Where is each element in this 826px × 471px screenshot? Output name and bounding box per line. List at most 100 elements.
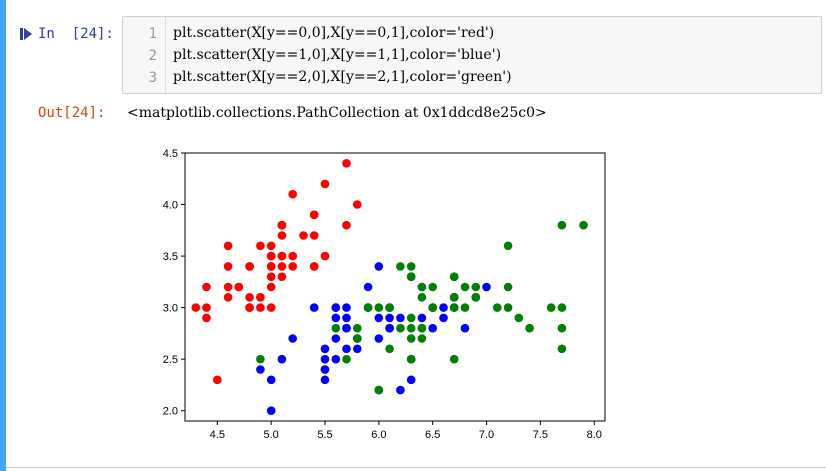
scatter-point (245, 303, 254, 312)
scatter-point (288, 189, 297, 199)
series-blue (256, 262, 491, 416)
x-tick-label: 5.5 (317, 429, 332, 441)
x-tick-label: 4.5 (210, 429, 225, 441)
y-tick-label: 3.0 (163, 303, 178, 315)
scatter-point (428, 303, 438, 312)
scatter-point (320, 365, 330, 374)
cell-divider (6, 467, 826, 468)
plot-frame (184, 152, 606, 422)
scatter-point (342, 159, 351, 168)
scatter-point (277, 354, 287, 364)
scatter-point (245, 262, 254, 271)
x-tick-label: 7.5 (533, 429, 548, 441)
scatter-point (385, 344, 394, 354)
scatter-point (482, 282, 491, 292)
scatter-point (396, 262, 405, 271)
scatter-point (439, 303, 448, 312)
scatter-point (406, 262, 416, 271)
scatter-point (266, 241, 276, 251)
code-line[interactable]: plt.scatter(X[y==0,0],X[y==0,1],color='r… (173, 25, 495, 41)
scatter-point (331, 323, 341, 333)
scatter-point (202, 282, 211, 292)
scatter-point (353, 344, 362, 354)
scatter-point (385, 313, 394, 323)
scatter-point (256, 293, 265, 302)
x-tick-label: 5.0 (264, 429, 279, 441)
scatter-point (417, 293, 427, 302)
scatter-point (557, 344, 567, 354)
scatter-point (288, 334, 297, 343)
scatter-point (223, 282, 233, 292)
scatter-point (503, 303, 513, 312)
scatter-point (514, 313, 524, 323)
scatter-point (320, 344, 330, 354)
y-tick-label: 3.5 (163, 251, 178, 263)
scatter-point (266, 375, 276, 385)
scatter-point (277, 220, 287, 230)
y-tick-label: 4.5 (163, 148, 178, 160)
scatter-point (417, 334, 427, 343)
input-prompt: In [24]: (38, 26, 114, 42)
scatter-point (353, 334, 362, 343)
scatter-point (342, 344, 351, 354)
scatter-point (396, 313, 405, 323)
scatter-point (331, 303, 341, 312)
line-number: 3 (148, 70, 157, 86)
scatter-point (579, 220, 588, 230)
scatter-point (234, 282, 244, 292)
scatter-point (256, 354, 265, 364)
output-prompt: Out[24]: (38, 105, 106, 121)
scatter-point (309, 303, 319, 312)
line-number-gutter: 1 2 3 (123, 17, 166, 93)
scatter-point (406, 334, 416, 343)
code-editor[interactable]: 1 2 3 plt.scatter(X[y==0,0],X[y==0,1],co… (122, 16, 822, 94)
scatter-point (449, 293, 459, 302)
scatter-point (331, 313, 341, 323)
series-red (191, 159, 362, 385)
scatter-point (320, 179, 330, 189)
scatter-point (449, 272, 459, 281)
y-tick-label: 4.0 (163, 200, 178, 212)
scatter-point (309, 210, 319, 220)
scatter-point (320, 375, 330, 385)
scatter-point (460, 323, 470, 333)
scatter-point (449, 303, 459, 312)
scatter-point (374, 334, 384, 343)
scatter-point (277, 272, 287, 281)
scatter-point (525, 323, 534, 333)
scatter-point (256, 241, 265, 251)
code-line[interactable]: plt.scatter(X[y==2,0],X[y==2,1],color='g… (173, 69, 512, 85)
scatter-point (557, 303, 567, 312)
x-tick-label: 7.0 (479, 429, 494, 441)
scatter-point (493, 303, 502, 312)
scatter-point (331, 334, 341, 343)
selected-cell-indicator (0, 0, 6, 471)
scatter-point (342, 313, 351, 323)
scatter-point (557, 323, 567, 333)
scatter-point (266, 303, 276, 312)
scatter-point (353, 323, 362, 333)
series-green (256, 220, 588, 395)
scatter-point (396, 385, 405, 395)
scatter-point (449, 354, 459, 364)
run-icon[interactable] (19, 27, 33, 41)
scatter-point (471, 293, 481, 302)
scatter-point (288, 251, 297, 261)
scatter-point (320, 251, 330, 261)
points-layer (191, 159, 588, 416)
scatter-point (396, 323, 405, 333)
x-tick-label: 8.0 (587, 429, 602, 441)
line-number: 1 (148, 26, 157, 42)
scatter-point (331, 354, 341, 364)
scatter-point (266, 282, 276, 292)
scatter-point (202, 313, 211, 323)
scatter-point (374, 303, 384, 312)
scatter-point (385, 323, 394, 333)
scatter-point (266, 272, 276, 281)
y-tick-label: 2.0 (163, 406, 178, 418)
scatter-point (471, 282, 481, 292)
scatter-point (406, 323, 416, 333)
scatter-point (245, 293, 254, 302)
code-line[interactable]: plt.scatter(X[y==1,0],X[y==1,1],color='b… (173, 47, 502, 63)
